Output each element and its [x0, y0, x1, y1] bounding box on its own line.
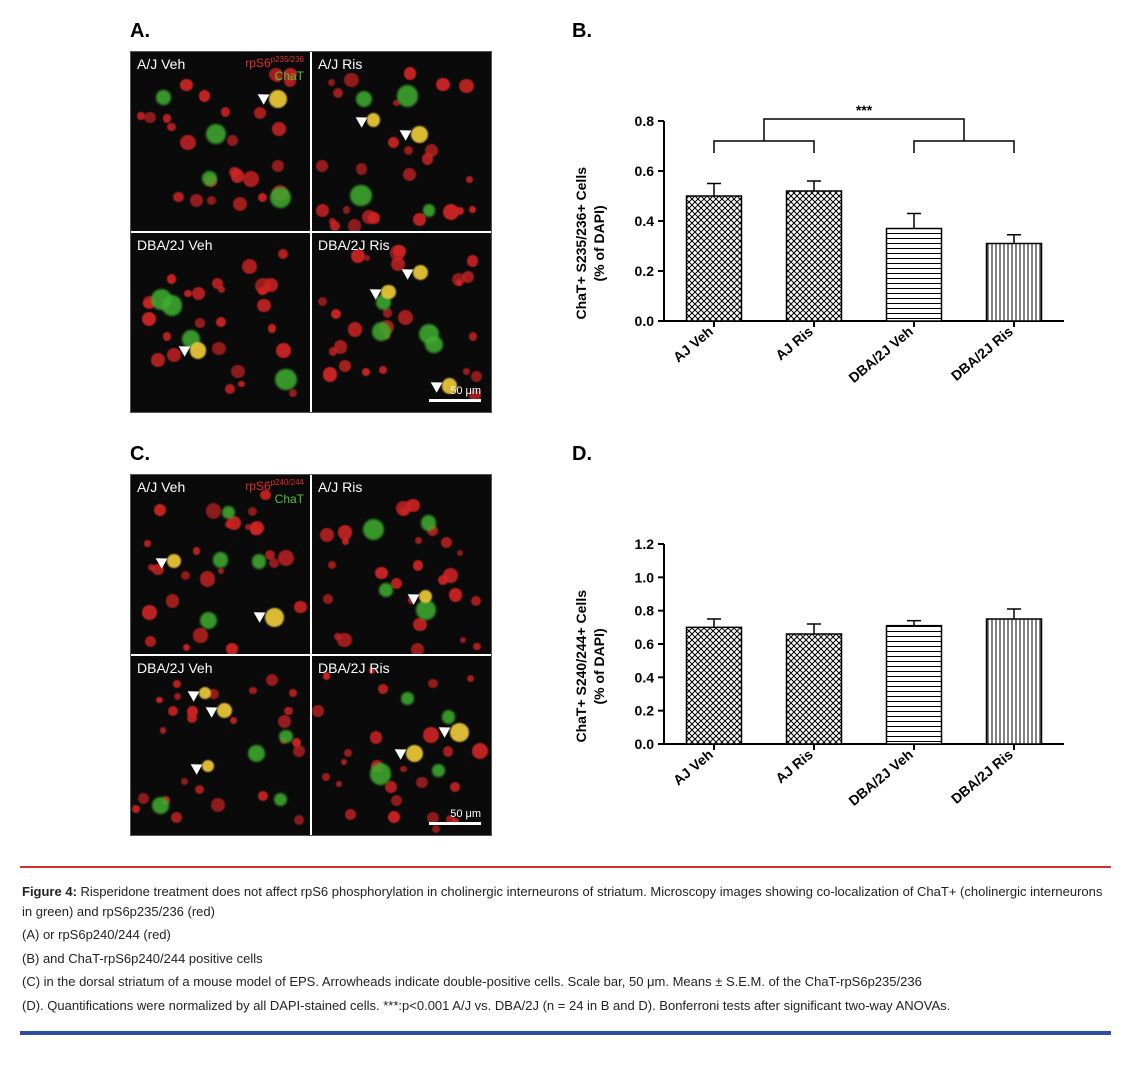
microscopy-grid-c: A/J Veh rpS6p240/244ChaT A/J Ris DBA/2J Veh… [130, 474, 492, 836]
svg-text:0.2: 0.2 [635, 263, 655, 279]
chart-b-svg: 0.0 0.2 0.4 0.6 0.8 AJ Veh AJ Ris DBA/2J Veh DBA… [614, 91, 1074, 396]
bar [887, 626, 942, 744]
chart-d-ylabel-1: ChaT+ S240/244+ Cells [573, 590, 589, 743]
bar [687, 627, 742, 744]
chart-d-svg: 0.0 0.2 0.4 0.6 0.8 1.0 1.2 AJ Veh AJ Ris DBA/2J … [614, 514, 1074, 819]
chart-b-ylabel-2: (% of DAPI) [591, 205, 607, 281]
chart-d-wrap: ChaT+ S240/244+ Cells (% of DAPI) 0.0 0.2… [572, 514, 1074, 819]
bar-chart-svg: 0.0 0.2 0.4 0.6 0.8 AJ Veh AJ Ris DBA/2J Veh DBA… [614, 91, 1074, 391]
panel-c-label: C. [130, 443, 492, 466]
microscopy-grid-a: A/J Veh rpS6p235/236ChaT A/J Ris DBA/2J Veh… [130, 51, 492, 413]
bar [787, 634, 842, 744]
micro-cell: DBA/2J Ris 50 μm [312, 233, 491, 412]
panel-b-col: B. ChaT+ S235/236+ Cells (% of DAPI) 0.0… [572, 20, 1074, 396]
chart-d-ylabel: ChaT+ S240/244+ Cells (% of DAPI) [572, 590, 608, 743]
micro-cell: DBA/2J Veh [131, 656, 310, 835]
micro-cell-label: DBA/2J Ris [318, 660, 390, 676]
micro-cell-label: DBA/2J Ris [318, 237, 390, 253]
svg-text:0.8: 0.8 [635, 603, 655, 619]
bar-chart-svg: 0.0 0.2 0.4 0.6 0.8 1.0 1.2 AJ Veh AJ Ris DBA/2J … [614, 514, 1074, 814]
panel-b-label: B. [572, 20, 1074, 43]
stain-labels: rpS6p240/244ChaT [245, 479, 304, 506]
svg-text:DBA/2J Ris: DBA/2J Ris [948, 323, 1016, 384]
svg-text:AJ Veh: AJ Veh [670, 323, 716, 365]
micro-cell-label: A/J Ris [318, 56, 362, 72]
micro-cell: A/J Ris [312, 475, 491, 654]
bar [887, 229, 942, 322]
svg-text:0.6: 0.6 [635, 163, 655, 179]
bar [987, 244, 1042, 322]
bar [987, 619, 1042, 744]
micro-cell: A/J Veh rpS6p235/236ChaT [131, 52, 310, 231]
micro-cell: DBA/2J Veh [131, 233, 310, 412]
chart-b-ylabel-1: ChaT+ S235/236+ Cells [573, 167, 589, 320]
svg-text:0.0: 0.0 [635, 736, 655, 752]
micro-cell-label: DBA/2J Veh [137, 660, 213, 676]
chart-d-ylabel-2: (% of DAPI) [591, 628, 607, 704]
caption-a: (A) or rpS6p240/244 (red) [22, 925, 1109, 945]
caption-lead-text: Risperidone treatment does not affect rp… [22, 884, 1102, 919]
micro-cell: A/J Veh rpS6p240/244ChaT [131, 475, 310, 654]
caption-c: (C) in the dorsal striatum of a mouse mo… [22, 972, 1109, 992]
figure-caption: Figure 4: Risperidone treatment does not… [20, 866, 1111, 1035]
caption-lead-line: Figure 4: Risperidone treatment does not… [22, 882, 1109, 921]
row-ab: A. A/J Veh rpS6p235/236ChaT A/J Ris DBA/2J … [20, 20, 1111, 413]
stain-labels: rpS6p235/236ChaT [245, 56, 304, 83]
svg-text:0.4: 0.4 [635, 669, 655, 685]
svg-text:0.2: 0.2 [635, 703, 655, 719]
svg-text:DBA/2J Veh: DBA/2J Veh [846, 323, 916, 386]
micro-cell-label: A/J Veh [137, 56, 185, 72]
svg-text:0.6: 0.6 [635, 636, 655, 652]
row-cd: C. A/J Veh rpS6p240/244ChaT A/J Ris DBA/2J … [20, 443, 1111, 836]
svg-text:0.0: 0.0 [635, 313, 655, 329]
svg-text:1.2: 1.2 [635, 536, 655, 552]
svg-text:0.4: 0.4 [635, 213, 655, 229]
micro-cell: DBA/2J Ris 50 μm [312, 656, 491, 835]
caption-d: (D). Quantifications were normalized by … [22, 996, 1109, 1016]
micro-cell-label: A/J Ris [318, 479, 362, 495]
micro-cell: A/J Ris [312, 52, 491, 231]
svg-text:0.8: 0.8 [635, 113, 655, 129]
caption-lead: Figure 4: [22, 884, 77, 899]
caption-b: (B) and ChaT-rpS6p240/244 positive cells [22, 949, 1109, 969]
panel-a-col: A. A/J Veh rpS6p235/236ChaT A/J Ris DBA/2J … [130, 20, 492, 413]
svg-text:DBA/2J Veh: DBA/2J Veh [846, 746, 916, 809]
svg-text:AJ Ris: AJ Ris [773, 323, 817, 363]
bar [687, 196, 742, 321]
scalebar: 50 μm [429, 385, 481, 402]
panel-d-label: D. [572, 443, 1074, 466]
chart-b-wrap: ChaT+ S235/236+ Cells (% of DAPI) 0.0 0.2… [572, 91, 1074, 396]
panel-d-col: D. ChaT+ S240/244+ Cells (% of DAPI) 0.0… [572, 443, 1074, 819]
micro-cell-label: DBA/2J Veh [137, 237, 213, 253]
svg-text:1.0: 1.0 [635, 569, 655, 585]
svg-text:***: *** [856, 102, 873, 118]
bar [787, 191, 842, 321]
chart-b-ylabel: ChaT+ S235/236+ Cells (% of DAPI) [572, 167, 608, 320]
svg-text:AJ Ris: AJ Ris [773, 746, 817, 786]
arrowhead-icon [205, 702, 220, 717]
panel-c-col: C. A/J Veh rpS6p240/244ChaT A/J Ris DBA/2J … [130, 443, 492, 836]
scalebar: 50 μm [429, 808, 481, 825]
panel-a-label: A. [130, 20, 492, 43]
svg-text:AJ Veh: AJ Veh [670, 746, 716, 788]
micro-cell-label: A/J Veh [137, 479, 185, 495]
svg-text:DBA/2J Ris: DBA/2J Ris [948, 746, 1016, 807]
